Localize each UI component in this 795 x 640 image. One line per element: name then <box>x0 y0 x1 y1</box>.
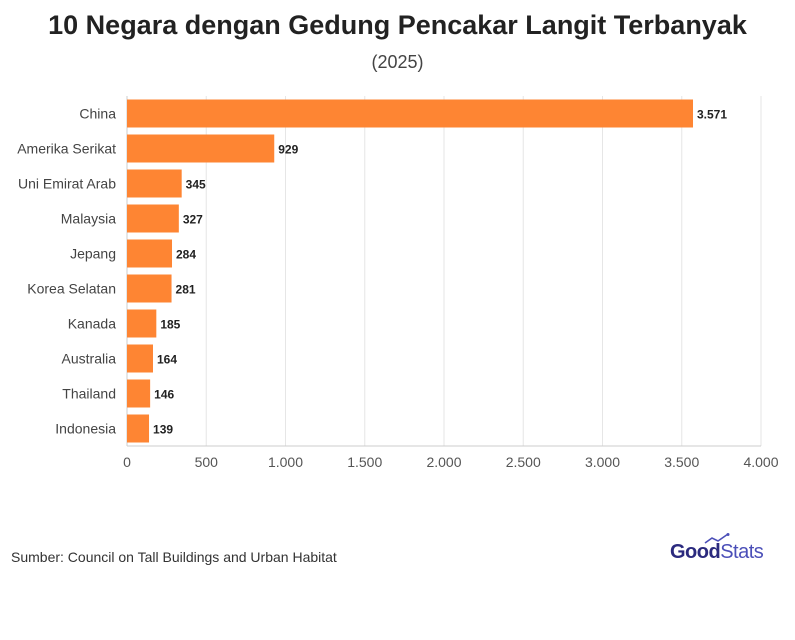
chart-title: 10 Negara dengan Gedung Pencakar Langit … <box>48 10 747 40</box>
x-tick-label: 3.000 <box>585 454 620 470</box>
category-label: Thailand <box>62 386 116 402</box>
x-tick-label: 2.500 <box>506 454 541 470</box>
bar <box>127 309 157 338</box>
category-label: Korea Selatan <box>27 281 116 297</box>
category-label: Amerika Serikat <box>17 141 116 157</box>
logo-text-stats: Stats <box>720 541 764 563</box>
category-label: Jepang <box>70 246 116 262</box>
bar <box>127 204 179 233</box>
data-label: 327 <box>183 213 203 227</box>
goodstats-logo: GoodStats <box>670 533 764 564</box>
data-label: 929 <box>278 143 298 157</box>
category-label: Kanada <box>68 316 116 332</box>
category-label: Uni Emirat Arab <box>18 176 116 192</box>
logo-text-good: Good <box>670 541 721 563</box>
category-label: Australia <box>62 351 117 367</box>
bar <box>127 239 173 268</box>
bar <box>127 169 182 198</box>
bar <box>127 379 151 408</box>
bar <box>127 99 694 128</box>
x-tick-label: 1.000 <box>268 454 303 470</box>
category-label: China <box>79 106 116 122</box>
chart-subtitle: (2025) <box>371 52 424 72</box>
x-tick-label: 2.000 <box>426 454 461 470</box>
x-tick-label: 1.500 <box>347 454 382 470</box>
bar-chart: 0 500 1.000 1.500 2.000 2.500 3.000 3.500 4.000 C… <box>17 96 779 470</box>
bar <box>127 344 153 373</box>
data-label: 139 <box>153 423 173 437</box>
category-label: Malaysia <box>61 211 116 227</box>
x-tick-label: 0 <box>123 454 131 470</box>
x-tick-label: 4.000 <box>743 454 778 470</box>
data-label: 164 <box>157 353 177 367</box>
trend-line-icon <box>704 533 730 544</box>
source-note: Sumber: Council on Tall Buildings and Ur… <box>11 549 337 565</box>
x-tick-label: 500 <box>195 454 219 470</box>
bar <box>127 274 172 303</box>
bar <box>127 414 150 443</box>
data-label: 185 <box>160 318 180 332</box>
data-label: 3.571 <box>697 108 727 122</box>
category-label: Indonesia <box>55 421 116 437</box>
bar <box>127 134 275 163</box>
data-label: 345 <box>186 178 206 192</box>
x-tick-label: 3.500 <box>664 454 699 470</box>
data-label: 281 <box>176 283 196 297</box>
data-label: 284 <box>176 248 196 262</box>
data-label: 146 <box>154 388 174 402</box>
